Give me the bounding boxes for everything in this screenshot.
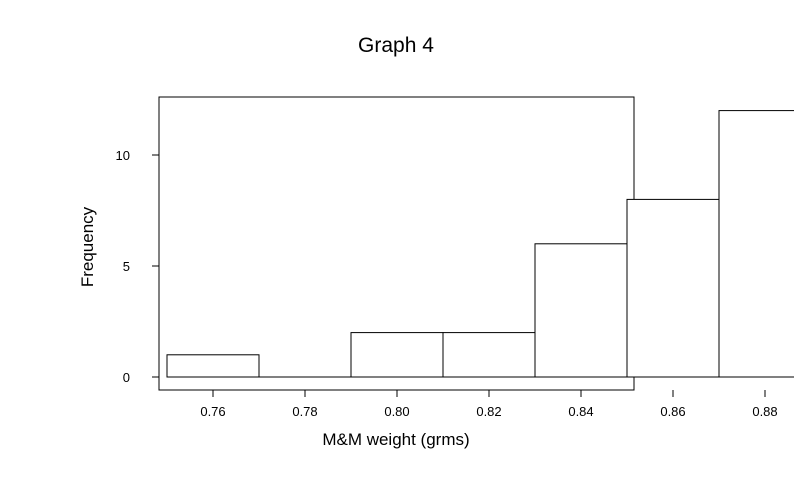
x-tick-label: 0.86	[660, 404, 685, 419]
y-axis: 0 5 10	[116, 148, 159, 385]
x-axis: 0.760.780.800.820.840.860.880.900.920.94	[200, 390, 778, 419]
y-tick-label: 5	[123, 259, 130, 274]
histogram-bar	[350, 332, 444, 378]
x-tick-label: 0.78	[292, 404, 317, 419]
histogram-bar	[534, 243, 628, 378]
x-tick-label: 0.76	[200, 404, 225, 419]
bars-group	[166, 110, 794, 378]
chart-title: Graph 4	[358, 34, 434, 57]
x-tick-label: 0.82	[476, 404, 501, 419]
y-tick-label: 10	[116, 148, 130, 163]
y-tick-label: 0	[123, 370, 130, 385]
histogram-bar	[442, 332, 536, 378]
x-axis-label: M&M weight (grms)	[322, 430, 469, 449]
x-tick-label: 0.84	[568, 404, 593, 419]
y-axis-label: Frequency	[78, 206, 97, 287]
histogram-bar	[166, 354, 260, 378]
histogram-bar	[626, 198, 720, 378]
x-tick-label: 0.80	[384, 404, 409, 419]
x-tick-label: 0.88	[752, 404, 777, 419]
histogram-bar	[718, 110, 794, 378]
